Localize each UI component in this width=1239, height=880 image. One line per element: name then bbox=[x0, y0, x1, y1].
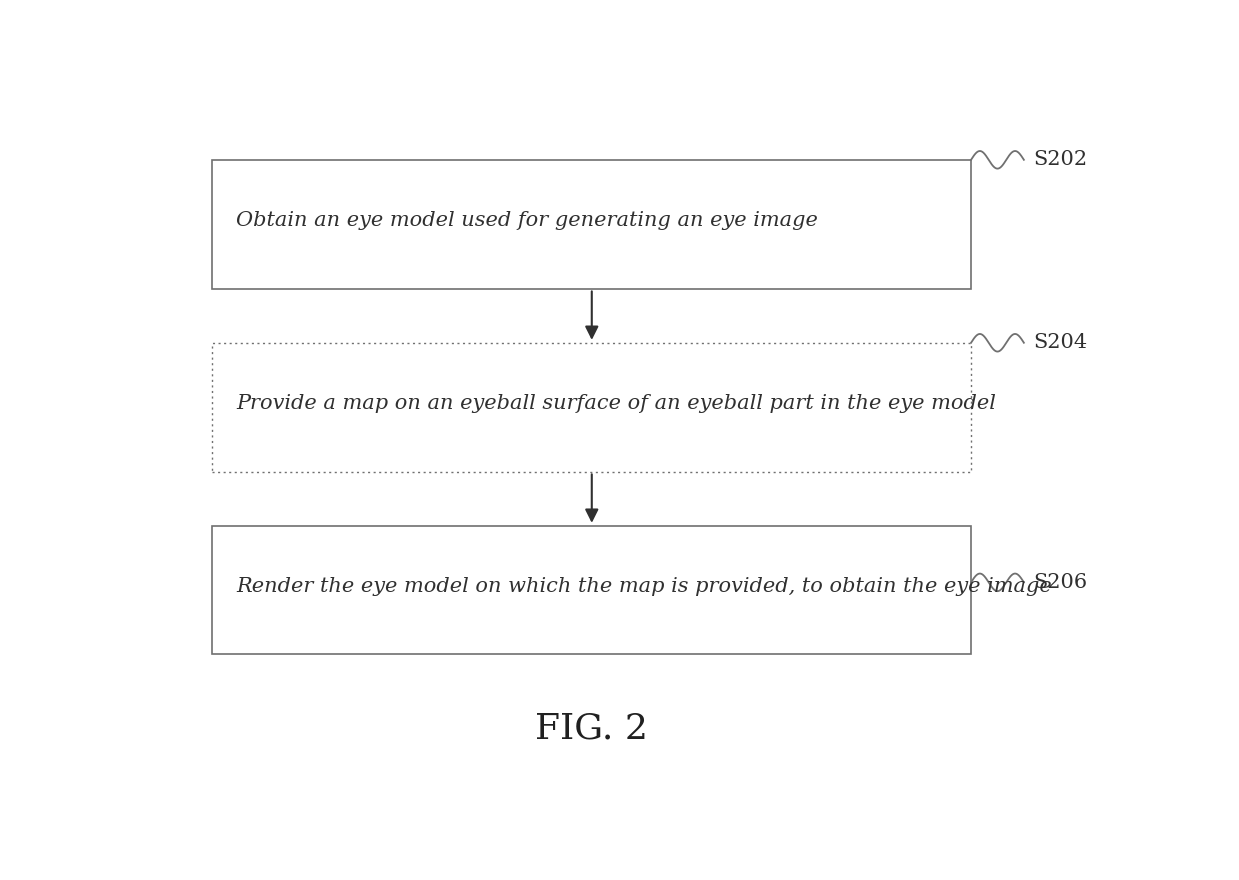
Text: Render the eye model on which the map is provided, to obtain the eye image: Render the eye model on which the map is… bbox=[237, 577, 1052, 596]
Text: S204: S204 bbox=[1033, 334, 1088, 352]
Bar bbox=[213, 342, 971, 472]
Text: FIG. 2: FIG. 2 bbox=[535, 712, 648, 746]
Bar bbox=[213, 525, 971, 655]
Text: Obtain an eye model used for generating an eye image: Obtain an eye model used for generating … bbox=[237, 211, 819, 231]
Text: S202: S202 bbox=[1033, 150, 1088, 169]
Bar bbox=[213, 160, 971, 289]
Text: S206: S206 bbox=[1033, 573, 1088, 592]
Text: Provide a map on an eyeball surface of an eyeball part in the eye model: Provide a map on an eyeball surface of a… bbox=[237, 394, 996, 414]
